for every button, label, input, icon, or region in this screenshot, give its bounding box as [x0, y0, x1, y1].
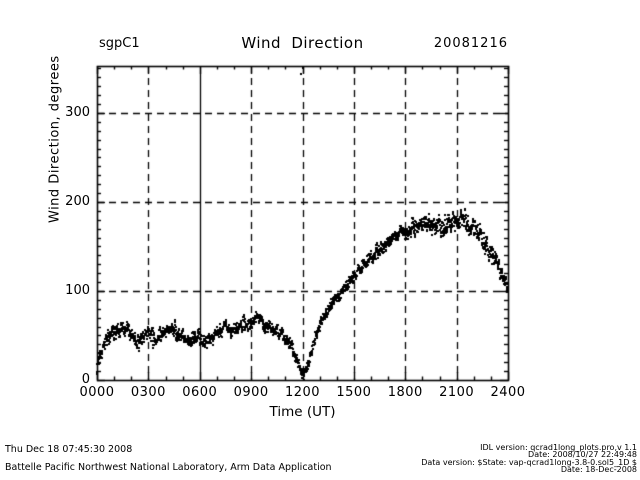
x-tick-label: 1200: [284, 385, 321, 400]
y-tick-label: 100: [65, 282, 90, 298]
y-tick-label: 300: [65, 104, 90, 120]
x-tick-label: 2100: [439, 385, 475, 400]
y-tick-label: 200: [65, 193, 90, 209]
date-label: 20081216: [433, 36, 508, 51]
x-tick-label: 0000: [79, 385, 115, 400]
idl-version-line: IDL version: qcrad1long_plots.pro,v 1.1: [480, 443, 637, 452]
version-info-block: IDL version: qcrad1long_plots.pro,v 1.1 …: [421, 443, 637, 475]
x-tick-label: 2400: [490, 385, 526, 400]
data-version-line: Data version: $State: vap-qcrad1long-3.8…: [421, 457, 637, 467]
creation-timestamp: Thu Dec 18 07:45:30 2008: [5, 444, 133, 455]
x-tick-label: 0600: [182, 385, 218, 400]
plot-title: Wind Direction: [241, 34, 364, 52]
x-tick-label: 0300: [130, 385, 166, 400]
site-label: sgpC1: [99, 36, 140, 51]
y-tick-label: 0: [81, 372, 90, 387]
x-tick-label: 1500: [336, 385, 372, 400]
data-date-line: Date: 18-Dec-2008: [560, 465, 637, 475]
x-tick-label: 0900: [233, 385, 269, 400]
idl-date-line: Date: 2008/10/27 22:49:48: [528, 450, 637, 460]
x-axis-title: Time (UT): [269, 404, 336, 420]
laboratory-credit: Battelle Pacific Northwest National Labo…: [5, 462, 332, 473]
x-tick-label: 1800: [387, 385, 423, 400]
